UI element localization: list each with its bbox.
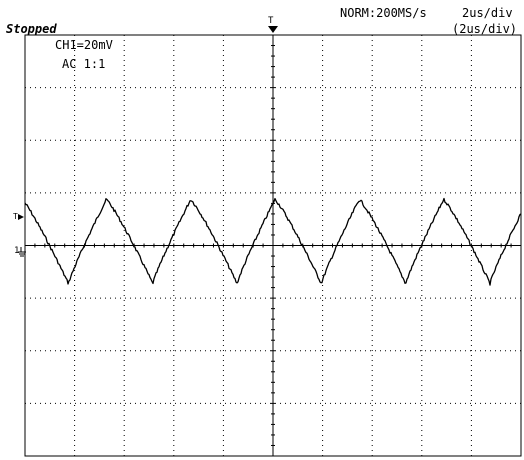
- trigger-position-label: T: [268, 16, 274, 26]
- channel1-scale: CH1=20mV: [55, 38, 113, 52]
- acquisition-status: Stopped: [6, 22, 57, 36]
- trigger-level-arrow-icon: [18, 214, 24, 220]
- trigger-position-marker: T: [268, 16, 278, 33]
- channel1-coupling: AC 1:1: [62, 57, 106, 71]
- trigger-level-marker: T: [13, 212, 24, 221]
- timebase-setting: 2us/div: [462, 6, 513, 20]
- channel1-marker-label: 1: [14, 246, 19, 256]
- channel1-waveform: [24, 197, 522, 286]
- sample-rate-mode: NORM:200MS/s: [340, 6, 427, 20]
- channel1-ground-marker: 1: [14, 246, 26, 257]
- graticule: [24, 34, 522, 457]
- trigger-level-label: T: [13, 212, 18, 221]
- timebase-effective: (2us/div): [452, 22, 518, 36]
- markers: T T 1: [13, 16, 278, 257]
- trigger-down-arrow-icon: [268, 26, 278, 33]
- ground-symbol-icon: [18, 247, 26, 257]
